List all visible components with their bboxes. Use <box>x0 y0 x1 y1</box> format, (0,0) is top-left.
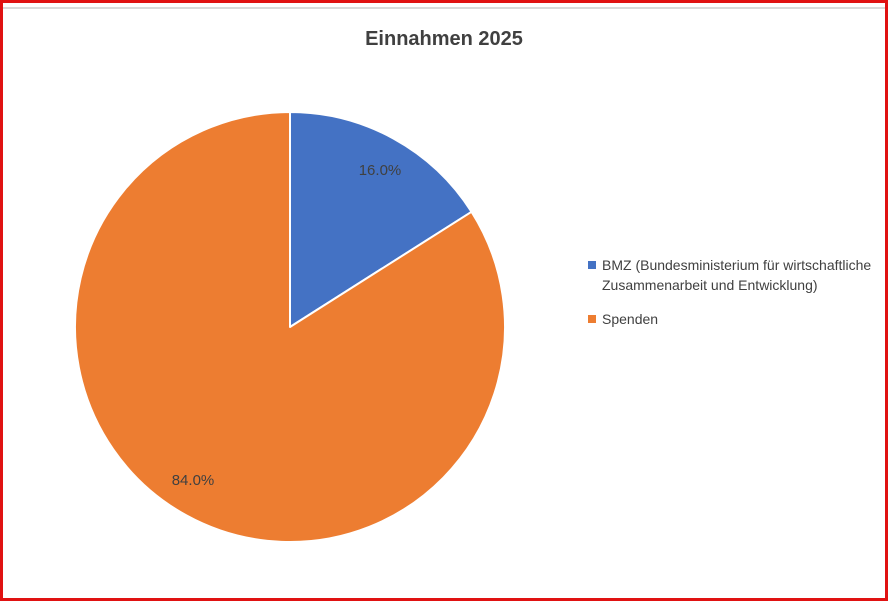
data-label-spenden: 84.0% <box>172 472 215 489</box>
pie-slice-spenden[interactable] <box>74 111 506 543</box>
pie-chart: 16.0% 84.0% <box>74 111 506 543</box>
legend-marker-spenden-icon <box>588 315 596 323</box>
legend-marker-bmz-icon <box>588 261 596 269</box>
legend-item-spenden[interactable]: Spenden <box>588 309 876 329</box>
top-rule <box>3 7 885 9</box>
legend-label-bmz: BMZ (Bundesministerium für wirtschaftlic… <box>602 257 872 293</box>
legend-item-bmz[interactable]: BMZ (Bundesministerium für wirtschaftlic… <box>588 255 876 295</box>
pie-slices <box>74 111 506 543</box>
chart-title: Einnahmen 2025 <box>365 28 523 50</box>
legend-label-spenden: Spenden <box>602 311 659 327</box>
pie-slice-bmz[interactable] <box>289 111 473 328</box>
data-label-bmz: 16.0% <box>359 162 402 179</box>
legend: BMZ (Bundesministerium für wirtschaftlic… <box>588 255 876 343</box>
